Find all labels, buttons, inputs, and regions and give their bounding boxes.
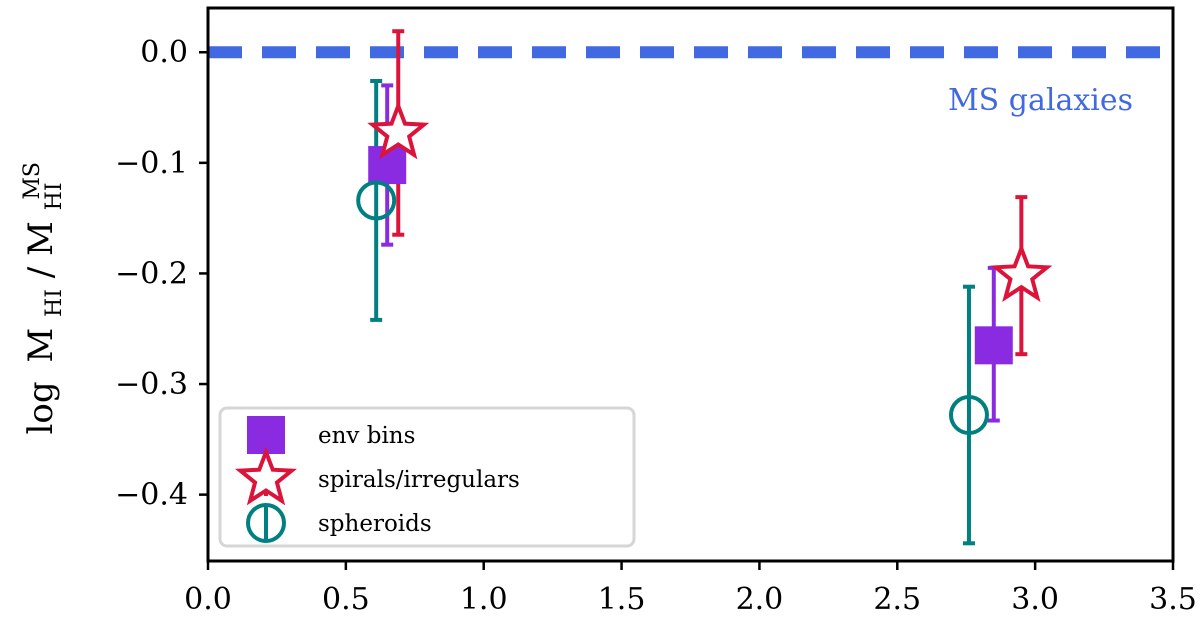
x-tick-label: 2.5 [873, 582, 921, 617]
y-axis-label-numerator-sub: HI [42, 289, 67, 317]
legend-label: spirals/irregulars [318, 467, 520, 493]
square-point-1 [974, 326, 1013, 365]
legend-marker-circle-open [246, 503, 286, 543]
y-axis-label-denominator-sup: MS [20, 162, 45, 200]
x-tick-label: 3.0 [1011, 582, 1059, 617]
marker-layer [356, 100, 1053, 436]
y-axis-label-denominator: M [21, 221, 61, 256]
x-tick-label: 1.5 [598, 582, 646, 617]
x-tick-label: 3.5 [1149, 582, 1197, 617]
y-axis-label-numerator: M [21, 328, 61, 363]
x-tick-label: 0.5 [322, 582, 370, 617]
y-axis-label-slash: / [21, 266, 61, 278]
y-tick-label: −0.1 [115, 146, 188, 181]
star-point-1 [990, 243, 1053, 303]
legend: env bins spirals/irregulars spheroids [218, 406, 636, 548]
y-tick-label: −0.3 [115, 367, 188, 402]
error-bar-layer [370, 29, 1028, 546]
y-axis-label: log M HI / M HI MS [20, 162, 70, 435]
ms-galaxies-label: MS galaxies [948, 83, 1133, 118]
tick-layer: 0.0 0.5 1.0 1.5 2.0 2.5 3.0 3.5 0.0 −0.1 −0.2 −0.3 −… [115, 35, 1197, 617]
x-tick-label: 1.0 [460, 582, 508, 617]
y-axis-label-log: log [21, 381, 61, 434]
y-tick-label: 0.0 [140, 35, 188, 70]
legend-marker-star [234, 446, 298, 506]
y-tick-label: −0.2 [115, 256, 188, 291]
x-tick-label: 2.0 [736, 582, 784, 617]
plot-frame [206, 6, 1175, 563]
legend-label: spheroids [318, 511, 432, 537]
x-tick-label: 0.0 [184, 582, 232, 617]
legend-label: env bins [318, 423, 415, 449]
circle-open-point-1 [948, 395, 989, 436]
legend-box [218, 406, 636, 548]
y-tick-label: −0.4 [115, 478, 188, 513]
circle-open-point-0 [356, 180, 397, 221]
y-axis-label-denominator-sub: HI [42, 182, 67, 210]
axes-layer [206, 6, 1175, 563]
star-point-0 [367, 100, 430, 160]
